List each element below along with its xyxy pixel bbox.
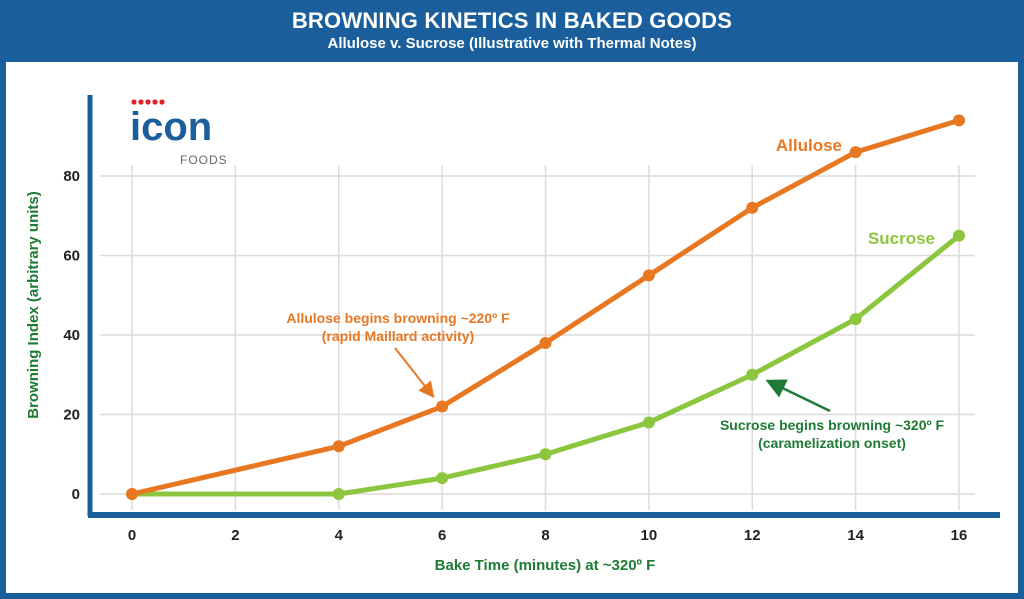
- data-point-sucrose: [539, 448, 552, 461]
- x-tick-label: 2: [231, 527, 239, 544]
- data-point-sucrose: [849, 313, 862, 326]
- data-point-allulose: [849, 146, 862, 159]
- logo-dot: [159, 99, 165, 105]
- annotation-allulose-line2: (rapid Maillard activity): [322, 328, 474, 344]
- x-tick-label: 8: [541, 527, 549, 544]
- legend-label-sucrose: Sucrose: [868, 229, 935, 248]
- series-line-sucrose: [132, 233, 961, 497]
- data-point-sucrose: [746, 368, 759, 381]
- annotation-sucrose-line2: (caramelization onset): [758, 435, 906, 451]
- legend-label-allulose: Allulose: [776, 136, 842, 155]
- y-tick-label: 60: [63, 248, 80, 265]
- annotation-sucrose-line1: Sucrose begins browning ~320º F: [720, 417, 945, 433]
- tick-labels: 0 2 4 6 8 10 12 14 16 0 20 40 60 80: [63, 168, 967, 544]
- y-tick-label: 20: [63, 407, 80, 424]
- logo-dots: [131, 99, 165, 105]
- series-lines: [126, 114, 965, 500]
- x-tick-label: 4: [335, 527, 344, 544]
- data-point-allulose: [953, 114, 965, 127]
- x-tick-label: 10: [641, 527, 658, 544]
- annotation-arrow-sucrose: [765, 379, 831, 413]
- chart-subtitle: Allulose v. Sucrose (Illustrative with T…: [327, 35, 697, 52]
- chart-title: BROWNING KINETICS IN BAKED GOODS: [291, 8, 733, 33]
- logo-dot: [145, 99, 151, 105]
- x-tick-label: 12: [744, 527, 761, 544]
- data-point-allulose: [539, 336, 552, 349]
- x-tick-label: 16: [951, 527, 968, 544]
- series-line-allulose: [131, 117, 960, 497]
- logo-subtext: FOODS: [180, 153, 228, 167]
- logo-dot: [131, 99, 137, 105]
- logo-dot: [138, 99, 144, 105]
- y-tick-label: 80: [63, 168, 80, 185]
- data-point-allulose: [332, 440, 345, 453]
- data-point-sucrose: [642, 416, 655, 429]
- x-axis-title: Bake Time (minutes) at ~320º F: [435, 557, 656, 574]
- data-point-allulose: [436, 400, 449, 413]
- data-point-sucrose: [436, 472, 449, 485]
- data-point-allulose: [126, 488, 138, 500]
- annotation-arrow-allulose: [394, 347, 435, 399]
- annotation-allulose-line1: Allulose begins browning ~220º F: [286, 310, 510, 326]
- x-tick-label: 14: [847, 527, 864, 544]
- logo-dot: [152, 99, 158, 105]
- y-tick-label: 0: [72, 486, 80, 503]
- data-point-sucrose: [953, 229, 965, 242]
- chart-panel: [6, 62, 1018, 593]
- data-point-allulose: [642, 269, 655, 282]
- icon-foods-logo: icon FOODS: [130, 99, 228, 167]
- data-point-allulose: [746, 201, 759, 214]
- logo-text: icon: [130, 105, 212, 149]
- chart-header: BROWNING KINETICS IN BAKED GOODS Allulos…: [0, 0, 1024, 62]
- data-point-sucrose: [332, 488, 345, 500]
- y-tick-label: 40: [63, 327, 80, 344]
- x-tick-label: 6: [438, 527, 446, 544]
- y-axis-title: Browning Index (arbitrary units): [25, 191, 42, 419]
- x-tick-label: 0: [128, 527, 136, 544]
